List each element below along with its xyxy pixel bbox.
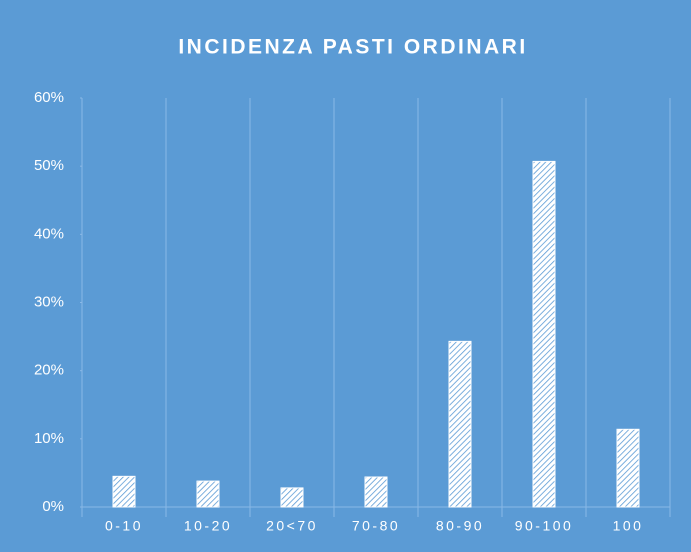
x-tick-label: 70-80 <box>352 518 400 534</box>
bar <box>532 160 556 508</box>
bar <box>364 476 388 508</box>
bar <box>112 475 136 508</box>
x-tick-label: 100 <box>613 518 644 534</box>
y-tick-label: 50% <box>34 157 64 174</box>
y-tick-label: 40% <box>34 225 64 242</box>
x-tick-label: 90-100 <box>515 518 574 534</box>
bar <box>280 487 304 508</box>
y-tick-label: 30% <box>34 293 64 310</box>
bar <box>196 480 220 508</box>
x-tick-label: 80-90 <box>436 518 484 534</box>
bar <box>616 428 640 508</box>
x-tick-label: 10-20 <box>184 518 232 534</box>
bar <box>448 340 472 508</box>
y-tick-label: 20% <box>34 362 64 379</box>
y-tick-label: 10% <box>34 430 64 447</box>
y-tick-label: 60% <box>34 89 64 106</box>
y-tick-label: 0% <box>42 498 64 515</box>
chart-title: INCIDENZA PASTI ORDINARI <box>178 36 527 59</box>
x-tick-label: 20<70 <box>266 518 318 534</box>
x-tick-label: 0-10 <box>105 518 143 534</box>
